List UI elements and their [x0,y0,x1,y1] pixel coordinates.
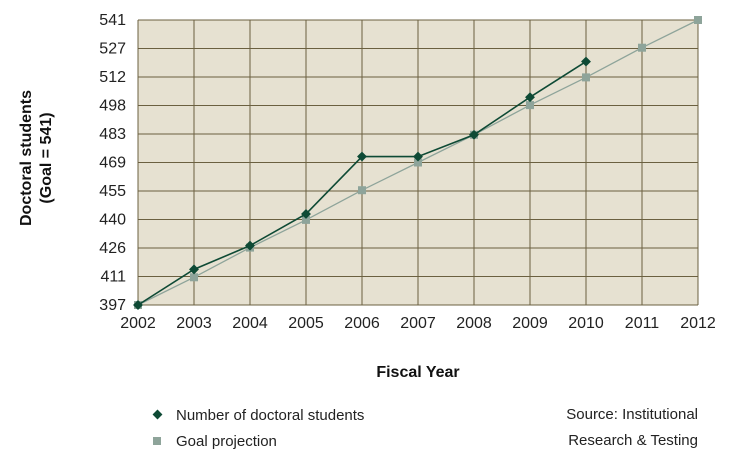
data-point-goal [582,73,590,82]
y-tick-labels: 397 411 426 440 455 469 483 498 512 527 541 [99,12,126,314]
x-tick-label: 2008 [456,315,492,332]
y-tick-label: 440 [99,212,126,229]
x-tick-label: 2005 [288,315,324,332]
x-tick-label: 2002 [120,315,156,332]
data-point-goal [526,101,534,110]
y-axis-title-line2: (Goal = 541) [38,112,55,203]
x-tick-label: 2009 [512,315,548,332]
data-point-goal [638,43,646,52]
legend-item-actual: Number of doctoral students [150,402,364,428]
data-point-goal [694,16,702,24]
square-marker-icon [150,433,166,449]
y-tick-label: 498 [99,98,126,115]
x-tick-labels: 2002 2003 2004 2005 2006 2007 2008 2009 2010 2011… [120,315,716,332]
y-tick-label: 527 [99,41,126,58]
source-note: Source: Institutional Research & Testing [566,402,698,454]
legend-label-goal: Goal projection [176,432,277,450]
data-point-actual [245,240,255,251]
x-axis-title: Fiscal Year [376,364,459,381]
x-tick-label: 2003 [176,315,212,332]
y-tick-label: 541 [99,12,126,29]
data-point-actual [301,209,311,219]
data-point-goal [358,186,366,195]
data-point-goal [302,215,310,224]
grid [137,19,699,306]
legend-item-goal: Goal projection [150,428,364,454]
source-line-2: Research & Testing [568,432,698,449]
data-point-actual [357,151,367,162]
data-point-goal [414,158,422,167]
data-point-actual [469,129,479,140]
legend: Number of doctoral students Goal project… [150,402,364,454]
data-point-actual [581,56,591,67]
y-tick-label: 512 [99,69,126,86]
y-tick-label: 397 [99,297,126,314]
x-tick-label: 2006 [344,315,380,332]
x-tick-label: 2011 [625,315,660,332]
x-tick-label: 2007 [400,315,436,332]
x-tick-label: 2004 [232,315,268,332]
y-tick-label: 426 [99,240,126,257]
x-tick-label: 2010 [568,315,604,332]
data-point-actual [525,92,535,103]
y-tick-label: 483 [99,126,126,143]
y-tick-label: 411 [100,269,126,286]
y-tick-label: 455 [99,183,126,200]
diamond-marker-icon [150,407,166,423]
source-line-1: Source: Institutional [566,406,698,423]
series-group [133,16,702,310]
data-point-goal [190,273,198,282]
y-tick-label: 469 [99,155,126,172]
y-axis-title-line1: Doctoral students [18,90,35,226]
data-point-actual [133,300,143,310]
x-tick-label: 2012 [680,315,716,332]
data-point-actual [189,264,199,275]
legend-label-actual: Number of doctoral students [176,406,365,424]
data-point-actual [413,151,423,162]
